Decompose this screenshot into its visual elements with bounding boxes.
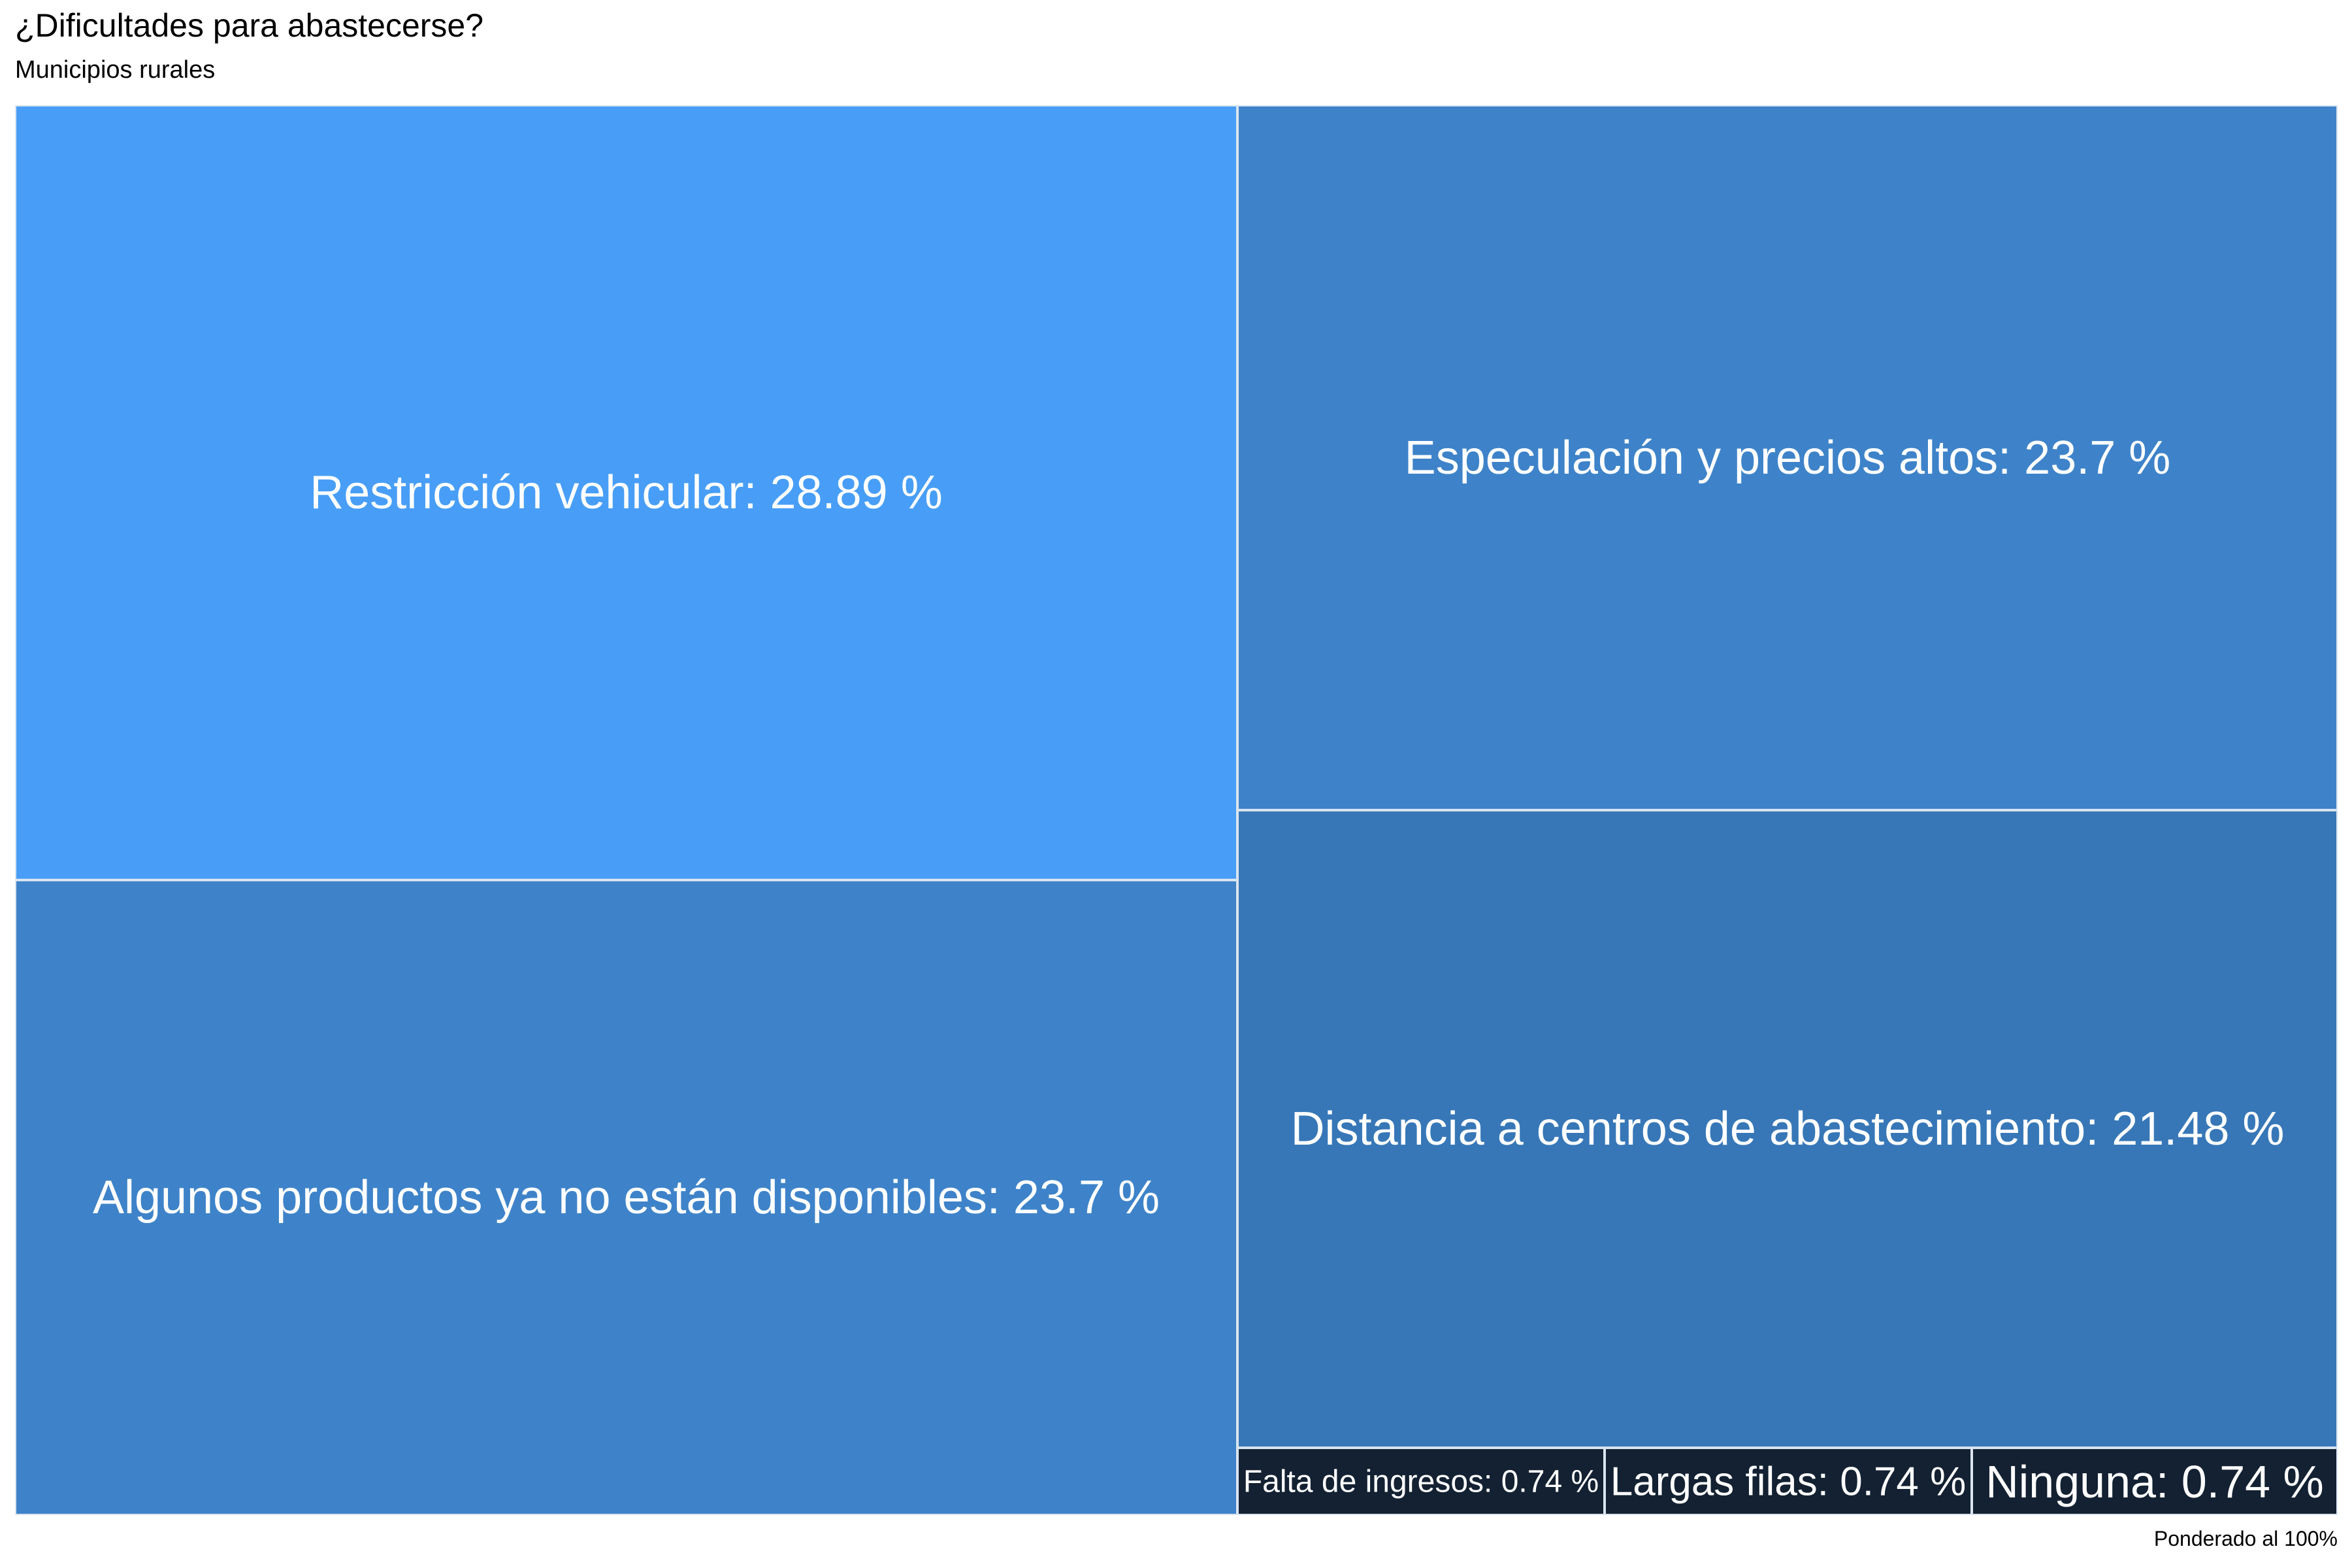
tile-label-algunos-productos: Algunos productos ya no están disponible… [92,1171,1160,1224]
tile-label-falta-ingresos: Falta de ingresos: 0.74 % [1243,1464,1599,1499]
tile-restriccion-vehicular: Restricción vehicular: 28.89 % [15,105,1237,880]
tile-label-ninguna: Ninguna: 0.74 % [1985,1456,2324,1507]
tile-distancia-centros: Distancia a centros de abastecimiento: 2… [1237,810,2338,1448]
chart-subtitle: Municipios rurales [15,56,216,84]
tile-largas-filas: Largas filas: 0.74 % [1605,1448,1972,1515]
tile-falta-ingresos: Falta de ingresos: 0.74 % [1237,1448,1605,1515]
treemap-area: Restricción vehicular: 28.89 % Algunos p… [15,105,2338,1515]
tile-especulacion-precios: Especulación y precios altos: 23.7 % [1237,105,2338,810]
tile-label-especulacion-precios: Especulación y precios altos: 23.7 % [1404,431,2171,484]
tile-label-restriccion-vehicular: Restricción vehicular: 28.89 % [310,466,943,519]
chart-title: ¿Dificultades para abastecerse? [15,7,484,44]
tile-ninguna: Ninguna: 0.74 % [1972,1448,2338,1515]
chart-caption: Ponderado al 100% [2153,1527,2338,1550]
tile-algunos-productos: Algunos productos ya no están disponible… [15,880,1237,1515]
tile-label-largas-filas: Largas filas: 0.74 % [1610,1459,1967,1504]
tile-label-distancia-centros: Distancia a centros de abastecimiento: 2… [1290,1103,2285,1155]
